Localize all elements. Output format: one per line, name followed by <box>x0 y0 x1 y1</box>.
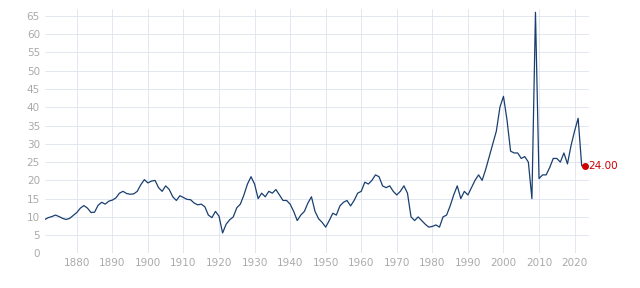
Text: 24.00: 24.00 <box>588 161 618 171</box>
